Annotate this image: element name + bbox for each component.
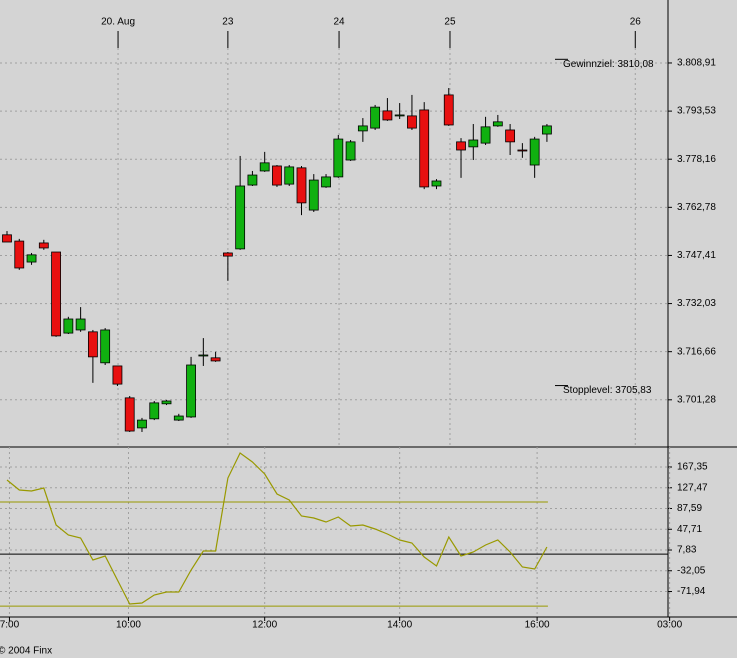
candle-body [529,138,540,166]
candle-body [480,126,491,144]
x-tick-label: 24 [333,17,345,28]
footer: © 2004 Finx [0,646,52,657]
y-tick-label: 87,59 [677,503,702,514]
candle-body [431,180,442,187]
candle-body [100,329,111,364]
y-tick-label: -32,05 [677,565,706,576]
candle-body [124,397,135,432]
candle-body [370,106,381,129]
x-tick-label: 23 [222,17,234,28]
candle-body [161,400,172,405]
candle-body [235,185,246,250]
y-tick-label: 3.716,66 [677,346,716,357]
candle-body [419,109,430,188]
y-tick-label: 167,35 [677,462,708,473]
y-tick-label: -71,94 [677,586,706,597]
candle-body [186,364,196,418]
candle-body [198,354,209,357]
y-tick-label: 3.808,91 [677,58,716,69]
candle-body [26,254,37,263]
candle-body [87,331,98,358]
candle-body [2,234,12,243]
candle-body [259,162,270,172]
candle-body [149,402,160,420]
y-tick-label: 3.732,03 [677,298,716,309]
candle-body [443,94,454,126]
candle-body [407,115,417,129]
x-tick-label: 14:00 [387,620,412,631]
candle-body [333,138,344,178]
x-tick-label: 03:00 [657,620,682,631]
candle-body [14,240,25,269]
y-tick-label: 127,47 [677,482,708,493]
candle-body [345,141,356,161]
x-tick-label: 12:00 [252,620,277,631]
candle-body [542,125,552,135]
candle-body [492,121,503,127]
x-tick-label: 20. Aug [101,17,135,28]
x-tick-label: 26 [630,17,642,28]
candle-body [468,139,479,148]
candle-body [222,252,233,257]
candle-body [75,318,86,331]
candle-body [357,125,368,132]
candle-body [51,251,61,337]
candle-body [394,114,405,117]
y-tick-label: 3.701,28 [677,394,716,405]
y-tick-label: 7,83 [677,545,697,556]
y-tick-label: 3.747,41 [677,250,716,261]
y-tick-label: 3.793,53 [677,106,716,117]
y-tick-label: 47,71 [677,524,702,535]
candle-body [210,357,221,362]
candle-body [38,242,49,249]
x-tick-label: 16:00 [525,620,550,631]
y-tick-label: 3.778,16 [677,154,716,165]
annotation: Stopplevel: 3705,83 [563,385,652,396]
x-tick-label: 25 [444,17,456,28]
candle-body [321,176,331,188]
candle-body [137,419,147,429]
candle-body [284,166,295,185]
candle-body [505,129,516,143]
candle-body [63,318,74,334]
annotation: Gewinnziel: 3810,08 [563,59,654,70]
y-tick-label: 3.762,78 [677,202,716,213]
indicator-line [6,452,548,605]
candle-body [517,149,528,152]
candle-body [456,141,466,151]
candle-body [308,179,319,211]
x-tick-label: 7:00 [0,620,20,631]
candle-body [296,167,307,204]
candle-body [112,365,123,385]
candle-body [247,174,258,186]
candle-body [382,110,393,121]
x-tick-label: 10:00 [116,620,141,631]
candle-body [173,415,184,421]
candle-body [272,165,282,186]
